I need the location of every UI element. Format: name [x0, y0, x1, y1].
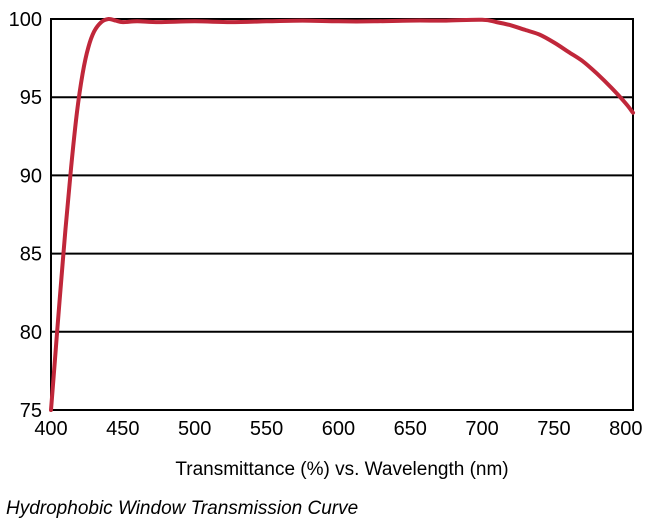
y-tick-label: 85	[20, 244, 42, 266]
x-tick-label: 500	[178, 418, 211, 440]
y-tick-label: 95	[20, 87, 42, 109]
x-tick-label: 400	[34, 418, 67, 440]
x-tick-label: 750	[537, 418, 570, 440]
x-tick-label: 450	[106, 418, 139, 440]
x-tick-label: 700	[465, 418, 498, 440]
x-tick-label: 600	[322, 418, 355, 440]
y-tick-labels: 75 80 85 90 95 100	[9, 9, 42, 422]
plot-frame	[50, 18, 634, 411]
series-line	[49, 16, 635, 412]
x-tick-label: 650	[394, 418, 427, 440]
x-axis-label: Transmittance (%) vs. Wavelength (nm)	[175, 459, 508, 480]
x-tick-labels: 400 450 500 550 600 650 700 750 800	[34, 418, 642, 440]
y-tick-label: 75	[20, 400, 42, 422]
grid-lines	[51, 96, 633, 333]
x-tick-label: 800	[609, 418, 642, 440]
y-tick-label: 100	[9, 9, 42, 31]
y-tick-label: 90	[20, 165, 42, 187]
figure-caption: Hydrophobic Window Transmission Curve	[6, 498, 359, 519]
y-tick-label: 80	[20, 322, 42, 344]
x-tick-label: 550	[250, 418, 283, 440]
transmission-chart: 75 80 85 90 95 100 400 450 500 550 600 650 700 750 80…	[9, 9, 643, 480]
